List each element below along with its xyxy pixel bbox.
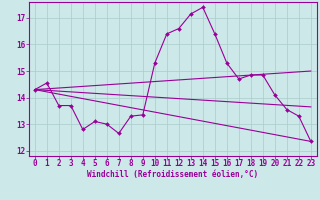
X-axis label: Windchill (Refroidissement éolien,°C): Windchill (Refroidissement éolien,°C) (87, 170, 258, 179)
